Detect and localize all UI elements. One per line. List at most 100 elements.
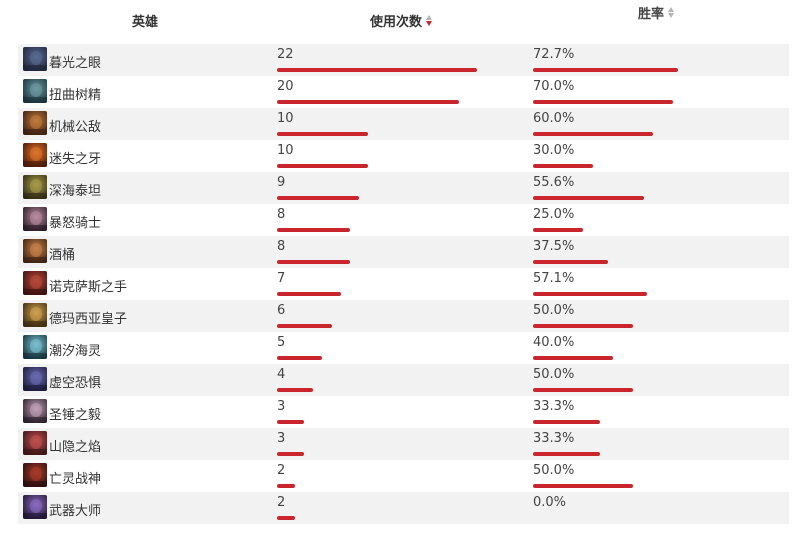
hero-poppy-icon[interactable] bbox=[23, 399, 47, 423]
sort-up-arrow bbox=[426, 15, 433, 20]
hero-ornn-icon[interactable] bbox=[23, 431, 47, 455]
uses-bar bbox=[277, 228, 350, 232]
winrate-bar bbox=[533, 132, 653, 136]
header-winrate-sortable[interactable]: 胜率 bbox=[638, 3, 676, 22]
uses-bar bbox=[277, 356, 322, 360]
uses-bar bbox=[277, 420, 304, 424]
table-row[interactable]: 迷失之牙 10 30.0% bbox=[18, 140, 789, 172]
table-header: 英雄 使用次数 胜率 bbox=[18, 0, 789, 44]
winrate-value: 55.6% bbox=[533, 175, 575, 190]
winrate-value: 72.7% bbox=[533, 47, 575, 62]
winrate-bar bbox=[533, 68, 678, 72]
winrate-bar bbox=[533, 324, 633, 328]
hero-jax-icon[interactable] bbox=[23, 495, 47, 519]
hero-name[interactable]: 亡灵战神 bbox=[49, 472, 102, 487]
hero-chogath-icon[interactable] bbox=[23, 367, 47, 391]
winrate-bar bbox=[533, 164, 593, 168]
winrate-bar bbox=[533, 356, 613, 360]
uses-bar bbox=[277, 452, 304, 456]
uses-count: 3 bbox=[277, 431, 286, 446]
table-row[interactable]: 山隐之焰 3 33.3% bbox=[18, 428, 789, 460]
winrate-bar bbox=[533, 228, 583, 232]
sort-up-arrow bbox=[668, 7, 675, 12]
hero-gnar-icon[interactable] bbox=[23, 143, 47, 167]
winrate-value: 40.0% bbox=[533, 335, 575, 350]
table-row[interactable]: 亡灵战神 2 50.0% bbox=[18, 460, 789, 492]
sort-desc-icon[interactable] bbox=[426, 14, 434, 28]
uses-count: 8 bbox=[277, 239, 286, 254]
table-row[interactable]: 深海泰坦 9 55.6% bbox=[18, 172, 789, 204]
winrate-value: 25.0% bbox=[533, 207, 575, 222]
header-uses-sortable[interactable]: 使用次数 bbox=[370, 11, 434, 30]
uses-count: 4 bbox=[277, 367, 286, 382]
table-body: 暮光之眼 22 72.7% 扭曲树精 20 7 0.0% 机械公敌 10 60.0% 迷失之牙 10 3… bbox=[18, 44, 789, 524]
hero-sion-icon[interactable] bbox=[23, 463, 47, 487]
hero-shen-icon[interactable] bbox=[23, 47, 47, 71]
sort-icon[interactable] bbox=[668, 6, 676, 20]
hero-name[interactable]: 扭曲树精 bbox=[49, 88, 102, 103]
hero-name[interactable]: 潮汐海灵 bbox=[49, 344, 102, 359]
table-row[interactable]: 暮光之眼 22 72.7% bbox=[18, 44, 789, 76]
winrate-bar bbox=[533, 388, 633, 392]
hero-name[interactable]: 暮光之眼 bbox=[49, 56, 102, 71]
table-row[interactable]: 武器大师 2 0.0% bbox=[18, 492, 789, 524]
hero-name[interactable]: 德玛西亚皇子 bbox=[49, 312, 128, 327]
hero-name[interactable]: 酒桶 bbox=[49, 248, 76, 263]
hero-name[interactable]: 山隐之焰 bbox=[49, 440, 102, 455]
hero-stats-table: 英雄 使用次数 胜率 暮光之眼 22 72.7% 扭曲树精 20 70.0% 机械公敌 10 6… bbox=[18, 0, 789, 524]
hero-rumble-icon[interactable] bbox=[23, 111, 47, 135]
table-row[interactable]: 诺克萨斯之手 7 57.1% bbox=[18, 268, 789, 300]
uses-bar bbox=[277, 196, 359, 200]
table-row[interactable]: 圣锤之毅 3 33.3% bbox=[18, 396, 789, 428]
table-row[interactable]: 虚空恐惧 4 50.0% bbox=[18, 364, 789, 396]
hero-name[interactable]: 机械公敌 bbox=[49, 120, 102, 135]
winrate-value: 57.1% bbox=[533, 271, 575, 286]
sort-down-arrow bbox=[426, 21, 433, 26]
winrate-value: 50.0% bbox=[533, 367, 575, 382]
table-row[interactable]: 酒桶 8 37.5% bbox=[18, 236, 789, 268]
hero-name[interactable]: 武器大师 bbox=[49, 504, 102, 519]
hero-name[interactable]: 暴怒骑士 bbox=[49, 216, 102, 231]
table-row[interactable]: 暴怒骑士 8 25.0% bbox=[18, 204, 789, 236]
winrate-bar bbox=[533, 484, 633, 488]
uses-count: 6 bbox=[277, 303, 286, 318]
table-row[interactable]: 潮汐海灵 5 40.0% bbox=[18, 332, 789, 364]
uses-bar bbox=[277, 100, 459, 104]
uses-bar bbox=[277, 484, 295, 488]
header-hero: 英雄 bbox=[132, 11, 158, 30]
hero-maokai-icon[interactable] bbox=[23, 79, 47, 103]
hero-name[interactable]: 迷失之牙 bbox=[49, 152, 102, 167]
table-row[interactable]: 德玛西亚皇子 6 50.0% bbox=[18, 300, 789, 332]
uses-count: 2 bbox=[277, 463, 286, 478]
hero-name[interactable]: 诺克萨斯之手 bbox=[49, 280, 128, 295]
hero-name[interactable]: 圣锤之毅 bbox=[49, 408, 102, 423]
winrate-value: 0.0% bbox=[533, 495, 567, 510]
uses-count: 20 bbox=[277, 79, 294, 94]
winrate-bar bbox=[533, 452, 600, 456]
uses-count: 7 bbox=[277, 271, 286, 286]
winrate-bar bbox=[533, 292, 647, 296]
hero-name[interactable]: 深海泰坦 bbox=[49, 184, 102, 199]
winrate-bar bbox=[533, 100, 673, 104]
hero-jarvan-icon[interactable] bbox=[23, 303, 47, 327]
hero-kled-icon[interactable] bbox=[23, 207, 47, 231]
winrate-value: 37.5% bbox=[533, 239, 575, 254]
hero-fizz-icon[interactable] bbox=[23, 335, 47, 359]
hero-name[interactable]: 虚空恐惧 bbox=[49, 376, 102, 391]
header-winrate-label: 胜率 bbox=[638, 7, 665, 22]
hero-darius-icon[interactable] bbox=[23, 271, 47, 295]
uses-bar bbox=[277, 324, 332, 328]
table-row[interactable]: 机械公敌 10 60.0% bbox=[18, 108, 789, 140]
winrate-value: 33.3% bbox=[533, 431, 575, 446]
uses-count: 22 bbox=[277, 47, 294, 62]
header-uses-label: 使用次数 bbox=[370, 15, 423, 30]
uses-bar bbox=[277, 164, 368, 168]
uses-bar bbox=[277, 516, 295, 520]
uses-bar bbox=[277, 68, 477, 72]
uses-count: 10 bbox=[277, 143, 294, 158]
sort-down-arrow bbox=[668, 13, 675, 18]
hero-gragas-icon[interactable] bbox=[23, 239, 47, 263]
hero-nautilus-icon[interactable] bbox=[23, 175, 47, 199]
winrate-bar bbox=[533, 260, 608, 264]
table-row[interactable]: 扭曲树精 20 70.0% bbox=[18, 76, 789, 108]
